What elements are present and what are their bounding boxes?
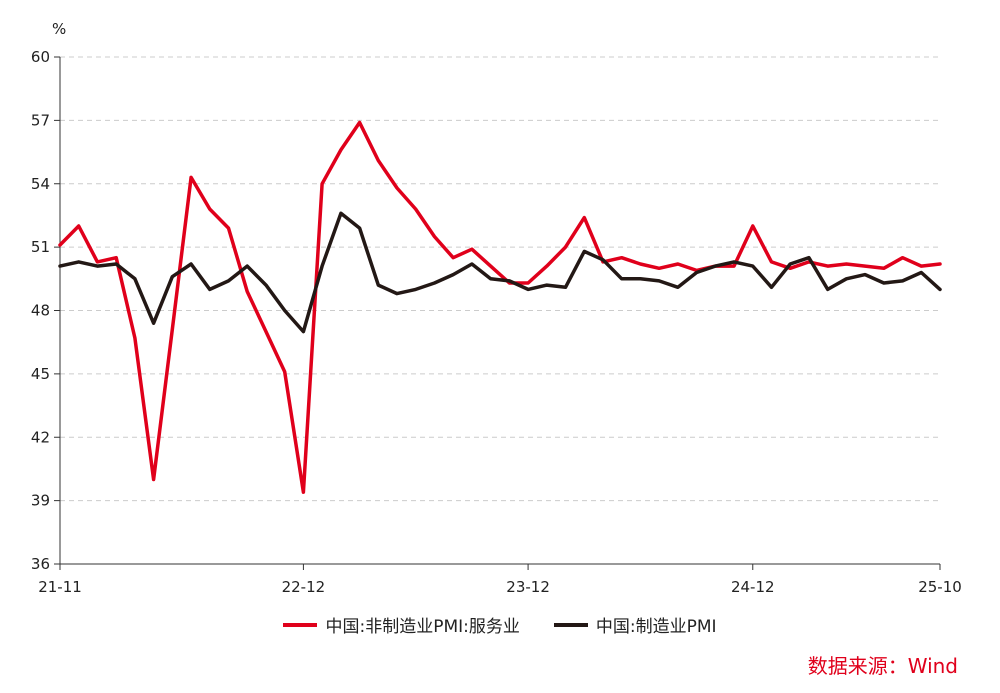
y-unit-label: % <box>52 20 66 38</box>
legend-label-manufacturing: 中国:制造业PMI <box>595 617 717 637</box>
y-tick-label-48: 48 <box>31 302 50 320</box>
y-tick-label-42: 42 <box>31 428 50 446</box>
y-tick-label-51: 51 <box>31 238 50 256</box>
y-tick-label-57: 57 <box>31 111 50 129</box>
axes <box>54 56 941 570</box>
x-tick-label-25-10: 25-10 <box>918 578 962 596</box>
series-line-services-pmi <box>58 120 942 494</box>
x-tick-label-23-12: 23-12 <box>506 578 550 596</box>
y-tick-labels: 36 39 42 45 48 51 54 57 60 <box>31 48 50 573</box>
y-tick-label-36: 36 <box>31 555 50 573</box>
y-tick-label-39: 39 <box>31 492 50 510</box>
legend-swatch-services <box>283 622 318 627</box>
x-tick-label-21-11: 21-11 <box>38 578 82 596</box>
x-tick-labels: 21-11 22-12 23-12 24-12 25-10 <box>38 578 962 596</box>
legend-label-services: 中国:非制造业PMI:服务业 <box>325 617 520 637</box>
series-line-manufacturing-pmi <box>58 211 942 334</box>
legend: 中国:非制造业PMI:服务业 中国:制造业PMI <box>0 612 1000 637</box>
y-tick-label-45: 45 <box>31 365 50 383</box>
y-tick-label-60: 60 <box>31 48 50 66</box>
legend-item-services-pmi: 中国:非制造业PMI:服务业 <box>283 612 520 637</box>
legend-item-manufacturing-pmi: 中国:制造业PMI <box>553 612 717 637</box>
series-lines <box>58 120 942 494</box>
x-tick-label-22-12: 22-12 <box>282 578 326 596</box>
data-source-note: 数据来源：Wind <box>807 654 958 678</box>
gridlines <box>60 56 940 502</box>
y-tick-label-54: 54 <box>31 175 50 193</box>
legend-swatch-manufacturing <box>553 622 588 627</box>
x-tick-label-24-12: 24-12 <box>731 578 775 596</box>
